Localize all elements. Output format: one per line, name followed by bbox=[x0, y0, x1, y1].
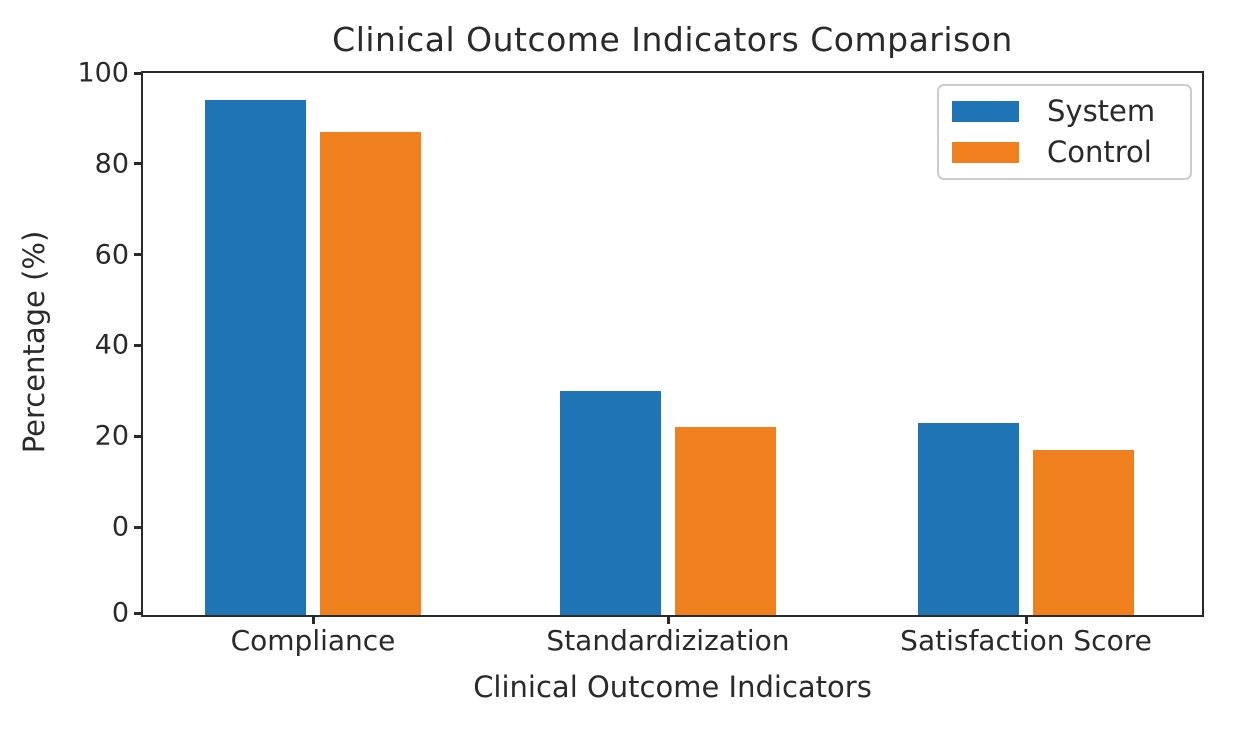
legend-swatch bbox=[952, 142, 1019, 163]
y-tick-label: 40 bbox=[94, 329, 129, 361]
y-tick-label: 100 bbox=[77, 57, 129, 89]
bar-system-1 bbox=[560, 390, 661, 615]
bar-system-0 bbox=[205, 100, 306, 615]
x-tick-mark bbox=[1024, 615, 1028, 624]
legend-item: System bbox=[952, 97, 1190, 126]
x-tick-label: Satisfaction Score bbox=[900, 624, 1152, 657]
x-tick-label: Compliance bbox=[230, 624, 396, 657]
plot-area: System Control 100 80 60 40 20 0 0 Compliance Sta… bbox=[77, 60, 1204, 656]
bar-control-1 bbox=[675, 427, 776, 615]
y-tick-mark bbox=[134, 71, 143, 75]
y-tick-mark bbox=[134, 525, 143, 529]
y-tick-mark bbox=[134, 612, 143, 615]
bar-system-2 bbox=[918, 422, 1019, 615]
y-tick-mark bbox=[134, 434, 143, 438]
legend-item: Control bbox=[952, 138, 1190, 167]
x-tick-mark bbox=[666, 615, 670, 624]
x-axis-label: Clinical Outcome Indicators bbox=[473, 670, 872, 704]
y-tick-label: 80 bbox=[94, 148, 129, 180]
y-tick-label: 0 bbox=[111, 597, 129, 629]
legend-swatch bbox=[952, 101, 1019, 122]
bar-control-0 bbox=[320, 132, 421, 615]
y-tick-mark bbox=[134, 343, 143, 347]
y-tick-mark bbox=[134, 253, 143, 257]
x-tick-mark bbox=[311, 615, 315, 624]
legend-label: Control bbox=[1047, 135, 1152, 169]
y-tick-label: 60 bbox=[94, 239, 129, 271]
y-axis-label: Percentage (%) bbox=[17, 230, 51, 454]
chart-title: Clinical Outcome Indicators Comparison bbox=[332, 20, 1013, 59]
y-tick-label: 20 bbox=[94, 420, 129, 452]
y-tick-mark bbox=[134, 162, 143, 166]
legend: System Control bbox=[937, 84, 1192, 180]
bar-control-2 bbox=[1033, 449, 1134, 615]
x-tick-label: Standardizization bbox=[546, 624, 790, 657]
y-tick-label: 0 bbox=[111, 511, 129, 543]
legend-label: System bbox=[1047, 94, 1156, 128]
